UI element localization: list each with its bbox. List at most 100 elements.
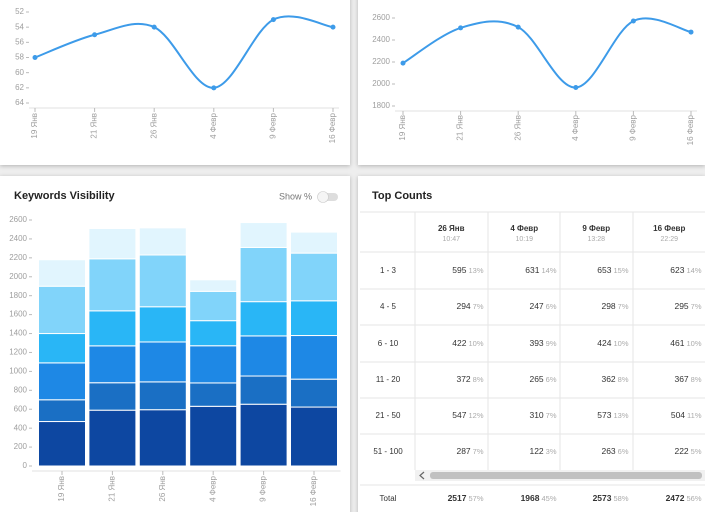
column-time: 10:19 <box>515 236 533 243</box>
x-tick-label: 21 Янв <box>456 115 465 141</box>
y-tick-label: 58 <box>15 53 24 62</box>
cell: 623 14% <box>670 265 702 275</box>
cell: 393 9% <box>529 338 556 348</box>
cell-pct: 10% <box>468 339 483 348</box>
column-time: 13:28 <box>587 236 605 243</box>
point <box>151 24 157 30</box>
table-grid <box>360 211 705 486</box>
cell: 247 6% <box>529 301 556 311</box>
bar-segment <box>290 252 338 302</box>
cell-pct: 7% <box>691 302 702 311</box>
cell-pct: 8% <box>618 375 629 384</box>
table-title: Top Counts <box>372 190 432 202</box>
cell-pct: 10% <box>613 339 628 348</box>
cell-count: 547 <box>452 410 466 420</box>
cell-count: 595 <box>452 265 466 275</box>
y-tick-label: 1800 <box>9 291 27 300</box>
x-tick-label: 21 Янв <box>90 113 99 139</box>
bar-segment <box>290 231 338 254</box>
cell: 424 10% <box>597 338 629 348</box>
y-tick-label: 2200 <box>372 57 390 66</box>
cell-count: 294 <box>456 301 470 311</box>
column-date: 9 Февр <box>582 224 610 233</box>
bar-segment <box>138 227 187 256</box>
cell-pct: 6% <box>618 447 629 456</box>
cell-count: 362 <box>601 374 615 384</box>
point <box>330 24 336 30</box>
cell-pct: 58% <box>613 494 628 503</box>
cell: 287 7% <box>456 446 483 456</box>
column-date: 16 Февр <box>653 224 685 233</box>
row-label: 51 - 100 <box>373 447 403 456</box>
row-label: 4 - 5 <box>380 302 397 311</box>
cell: 2573 58% <box>593 493 629 503</box>
bar-segment <box>290 406 338 467</box>
cell-pct: 8% <box>691 375 702 384</box>
x-tick-label: 9 Февр <box>269 112 278 138</box>
point <box>630 18 636 24</box>
cell-count: 573 <box>597 410 611 420</box>
x-tick-label: 21 Янв <box>108 476 117 502</box>
cell-count: 372 <box>456 374 470 384</box>
bar-segment <box>290 378 338 408</box>
cell: 631 14% <box>525 265 557 275</box>
x-tick-label: 4 Февр <box>209 112 218 138</box>
bar-segment <box>189 345 238 384</box>
row-label: 11 - 20 <box>376 375 401 384</box>
point <box>400 60 406 66</box>
cell-count: 247 <box>529 301 543 311</box>
bar-segment <box>189 279 238 292</box>
x-tick-label: 9 Февр <box>259 475 268 501</box>
bar-segment <box>138 381 187 411</box>
cell-count: 1968 <box>521 493 540 503</box>
point <box>92 32 98 38</box>
cell-count: 2573 <box>593 493 612 503</box>
y-tick-label: 0 <box>23 461 28 470</box>
y-tick-label: 1600 <box>9 310 27 319</box>
cell-count: 653 <box>597 265 611 275</box>
y-tick-label: 2000 <box>372 79 390 88</box>
toggle-knob[interactable] <box>317 191 329 203</box>
row-label: 21 - 50 <box>376 411 401 420</box>
content: 52 54 56 58 60 62 64 19 Янв 21 Янв 26 Янв 4 Февр 9 … <box>9 7 702 506</box>
cell-pct: 3% <box>546 447 557 456</box>
scroll-left-arrow[interactable] <box>419 471 425 480</box>
cell-pct: 11% <box>687 411 702 420</box>
cell-count: 393 <box>529 338 543 348</box>
bar-segment <box>138 341 187 383</box>
cell: 310 7% <box>529 410 556 420</box>
point <box>573 85 579 91</box>
x-tick-label: 9 Февр <box>629 114 638 140</box>
x-tick-label: 26 Янв <box>158 476 167 502</box>
y-tick-label: 800 <box>14 385 28 394</box>
cell-pct: 13% <box>468 266 483 275</box>
column-time: 22:29 <box>660 236 678 243</box>
toggle-label[interactable]: Show % <box>279 191 312 201</box>
cell-count: 461 <box>670 338 684 348</box>
cell-count: 263 <box>601 446 615 456</box>
point <box>458 25 464 31</box>
column-time: 10:47 <box>442 236 460 243</box>
y-tick-label: 600 <box>14 404 28 413</box>
cell-count: 2517 <box>448 493 467 503</box>
total-label: Total <box>380 494 397 503</box>
x-tick-label: 26 Янв <box>149 113 158 139</box>
cell-count: 310 <box>529 410 543 420</box>
cell: 422 10% <box>452 338 484 348</box>
cell: 547 12% <box>452 410 484 420</box>
cell-count: 222 <box>674 446 688 456</box>
y-tick-label: 1400 <box>9 329 27 338</box>
cell: 2517 57% <box>448 493 484 503</box>
bar-segment <box>38 362 86 401</box>
panel <box>358 176 705 512</box>
cell-count: 122 <box>529 446 543 456</box>
bar-segment <box>38 421 86 467</box>
point <box>32 55 38 60</box>
x-tick-label: 4 Февр <box>571 114 580 140</box>
row-label: 1 - 3 <box>380 266 397 275</box>
bar-segment <box>88 310 137 347</box>
cell-pct: 9% <box>546 339 557 348</box>
scrollbar-thumb[interactable] <box>430 472 702 479</box>
x-tick-label: 26 Янв <box>513 115 522 141</box>
